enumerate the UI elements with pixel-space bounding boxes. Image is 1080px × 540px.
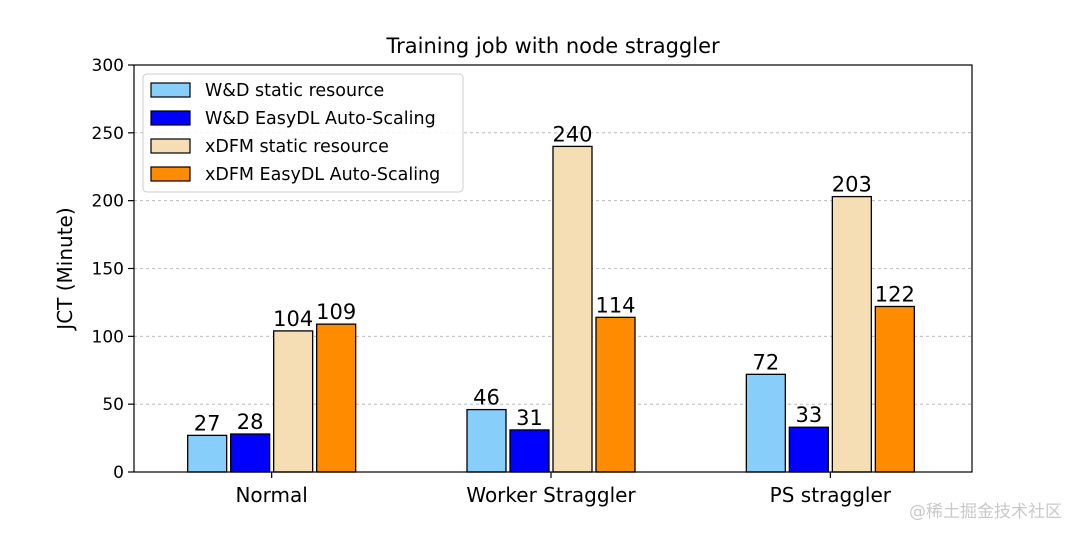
legend-box	[142, 73, 464, 193]
legend-swatch	[150, 110, 191, 126]
legend-label: W&D static resource	[205, 81, 384, 101]
bar	[273, 330, 314, 473]
bar-value-label: 28	[237, 410, 264, 434]
bar-value-label: 122	[875, 282, 915, 306]
watermark: @稀土掘金技术社区	[909, 502, 1062, 522]
bar-value-label: 114	[595, 293, 635, 317]
x-tick-label: Normal	[235, 483, 307, 507]
bar-value-label: 72	[752, 350, 779, 374]
legend-label: xDFM EasyDL Auto-Scaling	[205, 165, 440, 185]
data-labels: 27 28 104 109 46 31 240 114 72 33 203 122	[194, 122, 915, 435]
legend-swatch	[150, 82, 191, 98]
bar-value-label: 31	[516, 406, 543, 430]
axes: 0 50 100 150 200 250 300 Normal Worker Straggler…	[92, 56, 892, 507]
bar-value-label: 109	[316, 300, 356, 324]
legend-label: xDFM static resource	[205, 137, 389, 157]
x-tick-label: PS straggler	[770, 483, 892, 507]
bar	[874, 305, 915, 473]
bar	[509, 429, 550, 473]
y-axis-label: JCT (Minute)	[53, 207, 77, 331]
legend: W&D static resource W&D EasyDL Auto-Scali…	[142, 73, 464, 193]
y-tick-label: 300	[92, 56, 124, 76]
bar-value-label: 33	[795, 403, 822, 427]
y-tick-label: 150	[92, 260, 124, 280]
y-tick-label: 250	[92, 124, 124, 144]
bar	[745, 373, 786, 473]
bar-value-label: 240	[552, 122, 592, 146]
bar	[187, 434, 228, 473]
bar	[466, 408, 507, 473]
x-tick-label: Worker Straggler	[466, 483, 636, 507]
bar	[595, 316, 636, 473]
y-tick-label: 0	[113, 463, 124, 483]
y-tick-label: 50	[102, 395, 124, 415]
bar	[831, 195, 872, 473]
chart-title: Training job with node straggler	[385, 34, 720, 58]
legend-swatch	[150, 138, 191, 154]
bar	[552, 145, 593, 473]
legend-label: W&D EasyDL Auto-Scaling	[205, 109, 436, 129]
bar-value-label: 46	[473, 386, 500, 410]
bars	[187, 145, 915, 473]
bar-value-label: 203	[832, 173, 872, 197]
legend-swatch	[150, 166, 191, 182]
bar-value-label: 27	[194, 411, 221, 435]
bar	[316, 323, 357, 473]
bar	[788, 426, 829, 473]
bar	[230, 433, 271, 473]
y-tick-label: 100	[92, 327, 124, 347]
y-tick-label: 200	[92, 192, 124, 212]
bar-value-label: 104	[273, 307, 313, 331]
